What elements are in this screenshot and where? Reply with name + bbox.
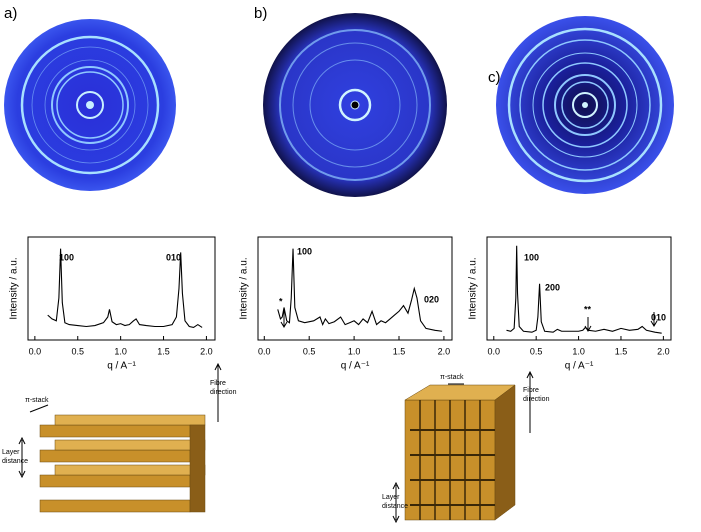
x-tick-label: 1.0 <box>572 346 585 356</box>
peak-label: 010 <box>166 252 181 262</box>
diffraction-c <box>496 16 674 194</box>
schematic-c <box>404 384 516 521</box>
x-tick-label: 0.5 <box>530 346 543 356</box>
schematic-a <box>39 414 206 513</box>
x-tick-label: 2.0 <box>657 346 670 356</box>
diffraction-b <box>263 13 447 197</box>
panel-label: a) <box>4 5 17 22</box>
y-axis-label: Intensity / a.u. <box>468 257 479 319</box>
diffraction-a <box>4 19 176 191</box>
panel-label: b) <box>254 5 267 22</box>
x-tick-label: 1.5 <box>157 346 170 356</box>
peak-label: 200 <box>545 282 560 292</box>
data-line <box>47 248 203 329</box>
x-tick-label: 2.0 <box>200 346 213 356</box>
x-tick-label: 0.0 <box>29 346 42 356</box>
annotation-arrowhead <box>280 321 288 328</box>
y-axis-label: Intensity / a.u. <box>239 257 250 319</box>
x-tick-label: 1.0 <box>114 346 127 356</box>
plot-frame <box>257 236 453 341</box>
x-axis-label: q / A⁻¹ <box>565 361 594 372</box>
data-line <box>506 245 662 334</box>
peak-label: 010 <box>651 312 666 322</box>
x-tick-label: 0.5 <box>303 346 316 356</box>
x-tick-label: 0.0 <box>488 346 501 356</box>
schematic-arrows <box>18 362 534 524</box>
x-tick-label: 2.0 <box>438 346 451 356</box>
schematic-label: π-stack <box>25 397 49 404</box>
x-axis-label: q / A⁻¹ <box>107 361 136 372</box>
data-line <box>277 248 443 332</box>
x-tick-label: 0.5 <box>71 346 84 356</box>
x-tick-label: 1.0 <box>348 346 361 356</box>
schematic-label: Layer distance <box>382 494 408 510</box>
peak-label: ** <box>584 304 592 314</box>
peak-label: * <box>279 296 283 306</box>
peak-label: 100 <box>297 246 312 256</box>
schematic-label: Fibre direction <box>210 380 237 396</box>
peak-label: 020 <box>424 294 439 304</box>
panel-label: c) <box>488 69 501 86</box>
schematic-label: Fibre direction <box>523 387 550 403</box>
schematic-label: Layer distance <box>2 449 28 465</box>
plot-frame <box>27 236 216 341</box>
x-tick-label: 1.5 <box>615 346 628 356</box>
schematic-label: π-stack <box>440 374 464 381</box>
annotation-arrowhead <box>650 320 658 327</box>
x-tick-label: 0.0 <box>258 346 271 356</box>
y-axis-label: Intensity / a.u. <box>9 257 20 319</box>
annotation-arrowhead <box>584 325 592 332</box>
peak-label: 100 <box>59 252 74 262</box>
x-axis-label: q / A⁻¹ <box>341 361 370 372</box>
peak-label: 100 <box>524 252 539 262</box>
x-tick-label: 1.5 <box>393 346 406 356</box>
